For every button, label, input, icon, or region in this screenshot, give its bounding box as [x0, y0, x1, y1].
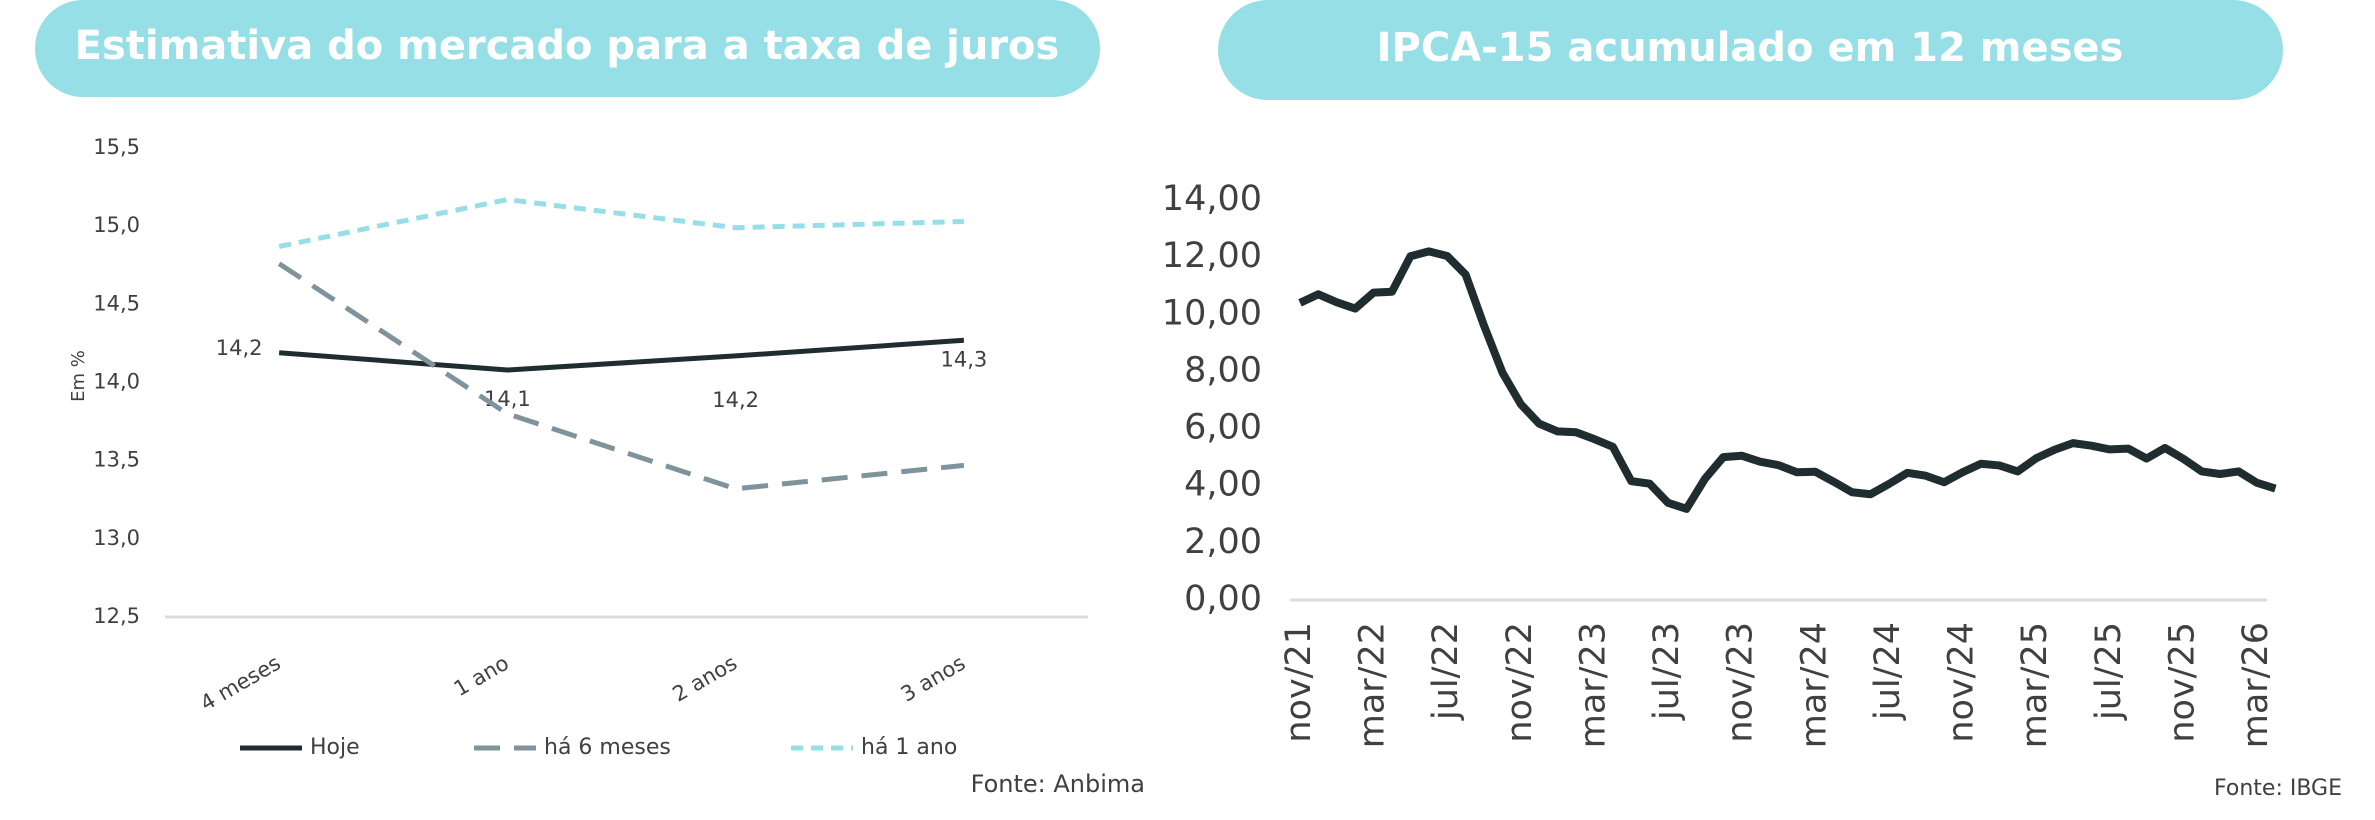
legend-label: há 1 ano: [861, 735, 957, 760]
series-line: [1298, 247, 2277, 513]
legend-label: Hoje: [310, 735, 360, 760]
x-tick-label: mar/22: [1353, 622, 1393, 748]
x-tick-label: 1 ano: [450, 651, 513, 701]
y-tick-label: 13,5: [93, 448, 140, 472]
x-tick-label: mar/24: [1794, 622, 1834, 748]
title-pill: [35, 0, 1100, 97]
y-tick-label: 12,00: [1162, 236, 1262, 276]
series-line: [278, 197, 964, 249]
x-tick-label: 4 meses: [196, 651, 284, 716]
title-pill: [1218, 0, 2283, 100]
x-tick-label: nov/24: [1942, 622, 1982, 743]
y-tick-label: 2,00: [1184, 522, 1262, 562]
y-tick-label: 12,5: [93, 604, 140, 628]
x-tick-label: mar/23: [1573, 622, 1613, 748]
y-tick-label: 4,00: [1184, 465, 1262, 505]
data-label: 14,2: [216, 336, 263, 360]
x-tick-label: nov/23: [1721, 622, 1761, 743]
x-tick-label: 2 anos: [668, 651, 741, 707]
source: Fonte: Anbima: [971, 770, 1145, 798]
x-tick-label: nov/22: [1500, 622, 1540, 743]
y-tick-label: 10,00: [1162, 293, 1262, 333]
x-tick-label: jul/23: [1647, 622, 1687, 721]
x-tick-label: jul/25: [2089, 622, 2129, 721]
y-tick-label: 6,00: [1184, 408, 1262, 448]
source: Fonte: IBGE: [2214, 776, 2342, 801]
chart-title: Estimativa do mercado para a taxa de jur…: [75, 23, 1060, 69]
x-tick-label: 3 anos: [897, 651, 970, 707]
data-label: 14,3: [940, 347, 987, 371]
y-tick-label: 14,5: [93, 291, 140, 315]
y-tick-label: 13,0: [93, 526, 140, 550]
y-tick-label: 15,0: [93, 213, 140, 237]
y-axis-label: Em %: [68, 350, 89, 402]
y-tick-label: 8,00: [1184, 350, 1262, 390]
x-tick-label: mar/26: [2236, 622, 2276, 748]
series-line: [277, 261, 965, 492]
data-label: 14,1: [484, 387, 531, 411]
y-tick-label: 14,0: [93, 370, 140, 394]
chart-title: IPCA-15 acumulado em 12 meses: [1377, 25, 2124, 71]
series-line: [278, 337, 965, 373]
x-tick-label: nov/21: [1279, 622, 1319, 743]
x-tick-label: mar/25: [2015, 622, 2055, 748]
legend-label: há 6 meses: [544, 735, 671, 760]
x-tick-label: jul/24: [1868, 622, 1908, 721]
y-tick-label: 15,5: [93, 135, 140, 159]
y-tick-label: 14,00: [1162, 179, 1262, 219]
x-tick-label: nov/25: [2162, 622, 2202, 743]
x-tick-label: jul/22: [1426, 622, 1466, 721]
y-tick-label: 0,00: [1184, 579, 1262, 619]
data-label: 14,2: [712, 388, 759, 412]
